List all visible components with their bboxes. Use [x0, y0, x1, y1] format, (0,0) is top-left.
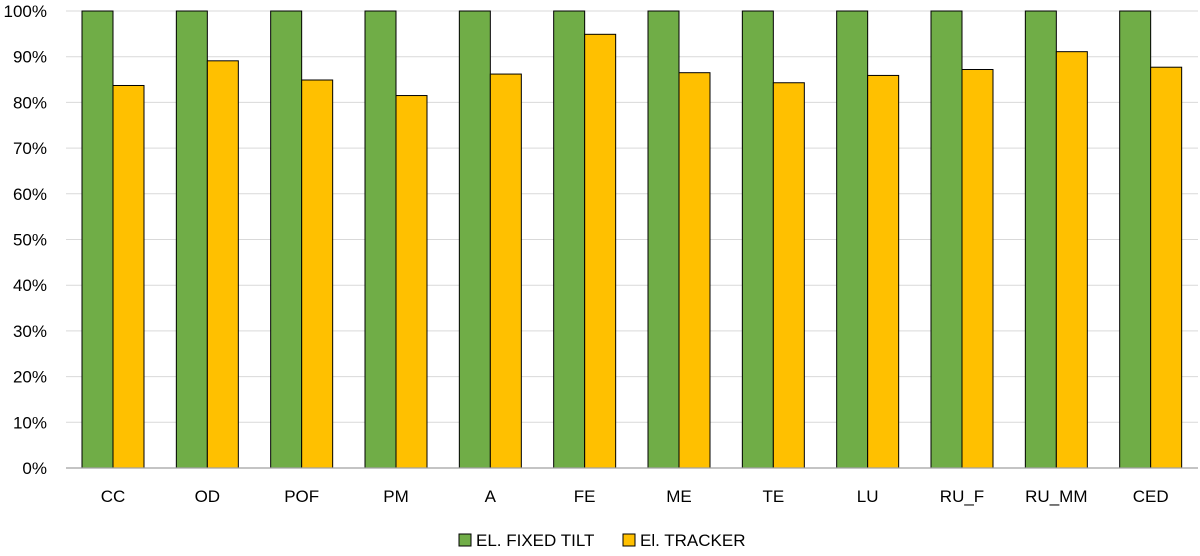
legend-label-tracker: El. TRACKER [640, 531, 746, 550]
bar-fixed-tilt-ru-mm [1024, 10, 1057, 469]
x-axis-ticks: CC OD POF PM A FE ME TE LU RU_F RU_MM CED [101, 487, 1169, 506]
y-tick-label: 70% [13, 139, 47, 158]
bar-fixed-tilt-pm [364, 10, 397, 469]
bar-fixed-tilt-ru-f [930, 10, 963, 469]
bar-fixed-tilt-od [175, 10, 208, 469]
y-tick-label: 10% [13, 413, 47, 432]
y-tick-label: 100% [4, 2, 47, 21]
y-tick-label: 50% [13, 231, 47, 250]
y-tick-label: 90% [13, 48, 47, 67]
x-tick-label: POF [284, 487, 319, 506]
bar-tracker-ru-f [961, 68, 994, 469]
x-tick-label: CED [1133, 487, 1169, 506]
bar-tracker-te [772, 82, 805, 469]
legend-swatch-tracker [622, 533, 636, 547]
bar-tracker-me [678, 72, 711, 469]
bar-fixed-tilt-ced [1119, 10, 1152, 469]
y-tick-label: 80% [13, 93, 47, 112]
bar-fixed-tilt-fe [553, 10, 586, 469]
legend-item-tracker: El. TRACKER [622, 531, 746, 550]
y-tick-label: 20% [13, 368, 47, 387]
bar-fixed-tilt-te [741, 10, 774, 469]
bar-tracker-fe [584, 33, 617, 469]
bar-tracker-od [206, 60, 239, 469]
x-tick-label: CC [101, 487, 126, 506]
x-tick-label: RU_F [940, 487, 984, 506]
legend-swatch-fixed-tilt [458, 533, 472, 547]
bar-tracker-lu [867, 74, 900, 469]
bar-fixed-tilt-lu [836, 10, 869, 469]
y-tick-label: 30% [13, 322, 47, 341]
bar-tracker-cc [112, 84, 145, 469]
bar-fixed-tilt-cc [81, 10, 114, 469]
y-tick-label: 60% [13, 185, 47, 204]
bar-fixed-tilt-me [647, 10, 680, 469]
x-tick-label: A [485, 487, 497, 506]
gridlines [66, 10, 1198, 423]
bar-tracker-pof [301, 79, 334, 469]
bar-tracker-a [489, 73, 522, 469]
bar-fixed-tilt-a [458, 10, 491, 469]
bar-tracker-pm [395, 95, 428, 469]
y-tick-label: 40% [13, 276, 47, 295]
bar-fixed-tilt-pof [270, 10, 303, 469]
bar-tracker-ru-mm [1055, 51, 1088, 469]
y-tick-label: 0% [22, 459, 47, 478]
legend-label-fixed-tilt: EL. FIXED TILT [476, 531, 594, 550]
x-tick-label: RU_MM [1025, 487, 1087, 506]
x-tick-label: FE [574, 487, 596, 506]
x-tick-label: TE [762, 487, 784, 506]
x-tick-label: LU [857, 487, 879, 506]
legend-item-fixed-tilt: EL. FIXED TILT [458, 531, 594, 550]
x-tick-label: OD [195, 487, 221, 506]
y-axis-ticks: 0% 10% 20% 30% 40% 50% 60% 70% 80% 90% 100% [4, 2, 47, 478]
x-tick-label: ME [666, 487, 692, 506]
legend: EL. FIXED TILT El. TRACKER [458, 531, 746, 550]
bar-tracker-ced [1150, 66, 1183, 469]
x-tick-label: PM [383, 487, 409, 506]
